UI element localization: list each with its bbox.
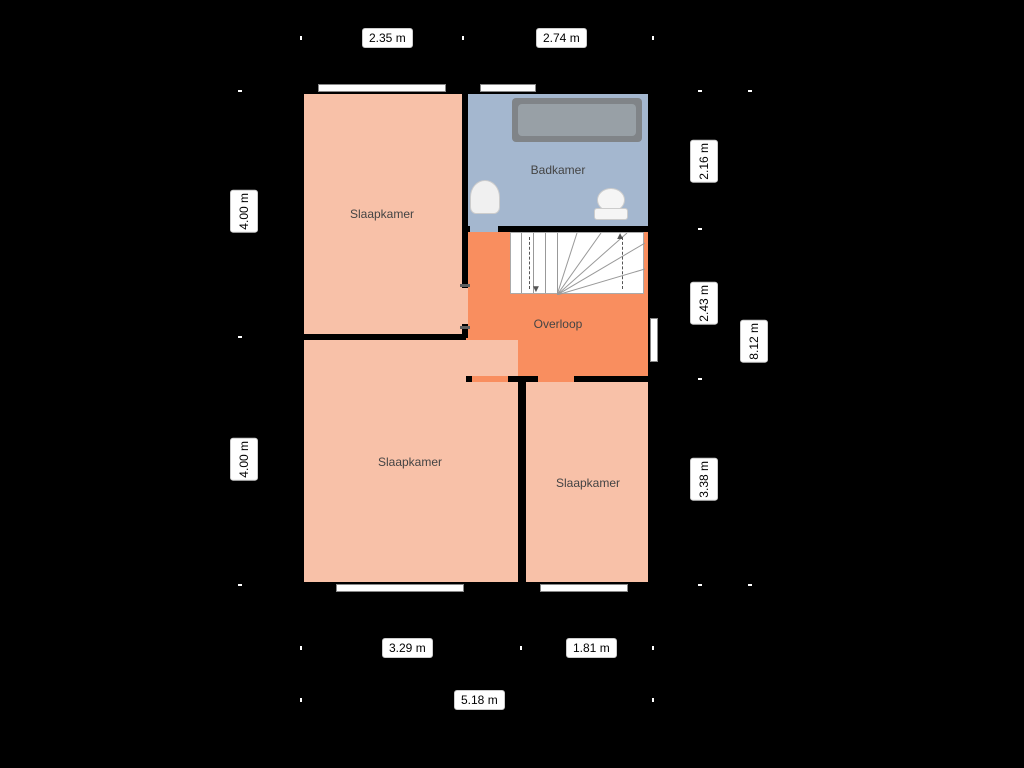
door-gap [470, 226, 498, 232]
dim-tick [652, 698, 654, 702]
door-gap [472, 376, 508, 382]
dim-right-bath: 2.16 m [690, 140, 718, 183]
dim-tick [698, 228, 702, 230]
door-gap [462, 288, 468, 324]
dim-right-total: 8.12 m [740, 320, 768, 363]
room-label: Overloop [534, 317, 583, 331]
dim-tick [748, 584, 752, 586]
dim-bottom-left: 3.29 m [382, 638, 433, 658]
dim-right-hall: 2.43 m [690, 282, 718, 325]
room-label: Slaapkamer [350, 207, 414, 221]
stair-arrow-down: ▼ [531, 284, 541, 295]
stairs: ▼ ▲ [510, 232, 644, 294]
dim-left-upper: 4.00 m [230, 190, 258, 233]
dim-tick [462, 36, 464, 40]
window-bottom-right [540, 584, 628, 592]
window-top-left [318, 84, 446, 92]
window-bottom-left [336, 584, 464, 592]
dim-tick [300, 646, 302, 650]
dim-tick [300, 698, 302, 702]
dim-bottom-right: 1.81 m [566, 638, 617, 658]
sink [470, 180, 500, 214]
dim-top-left: 2.35 m [362, 28, 413, 48]
door-gap [538, 376, 574, 382]
dim-tick [520, 646, 522, 650]
dim-left-lower: 4.00 m [230, 438, 258, 481]
window-right-hall [650, 318, 658, 362]
dim-tick [238, 584, 242, 586]
door-marker [460, 326, 470, 329]
bedroom-bottom-right: Slaapkamer [526, 382, 650, 584]
toilet [594, 188, 628, 222]
dim-tick [652, 36, 654, 40]
dim-tick [698, 584, 702, 586]
room-label: Slaapkamer [378, 455, 442, 469]
stair-arrow-up: ▲ [615, 231, 625, 242]
dim-top-right: 2.74 m [536, 28, 587, 48]
dim-tick [748, 90, 752, 92]
dim-tick [652, 646, 654, 650]
dim-tick [238, 90, 242, 92]
dim-bottom-total: 5.18 m [454, 690, 505, 710]
dim-tick [698, 90, 702, 92]
wall-horizontal-mid [302, 334, 466, 340]
dim-tick [238, 336, 242, 338]
room-label: Badkamer [531, 163, 586, 177]
wall-vertical-mid-lower [518, 376, 524, 586]
dim-tick [300, 36, 302, 40]
dim-tick [698, 378, 702, 380]
dim-right-bed: 3.38 m [690, 458, 718, 501]
bathtub [512, 98, 642, 142]
door-marker [460, 284, 470, 287]
bedroom-top-left: Slaapkamer [302, 94, 462, 334]
window-top-right [480, 84, 536, 92]
room-label: Slaapkamer [556, 476, 620, 490]
